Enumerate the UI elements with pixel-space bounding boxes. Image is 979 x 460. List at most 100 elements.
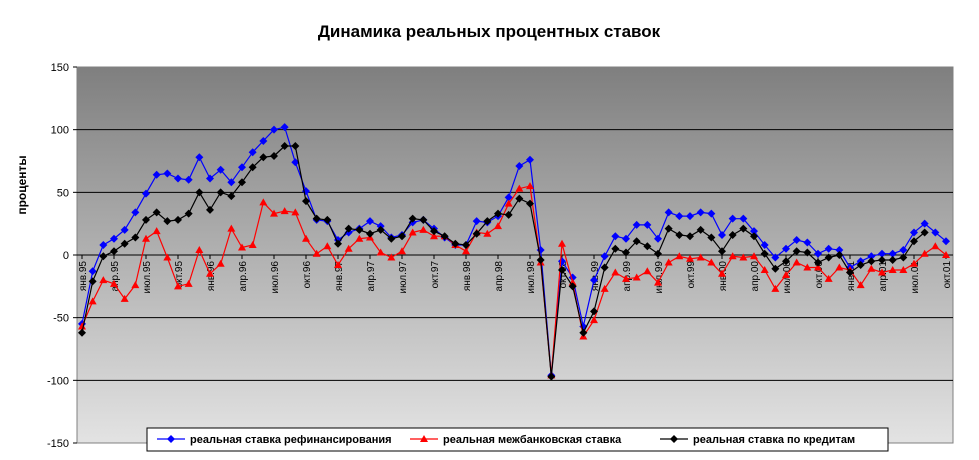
data-point xyxy=(227,224,236,232)
x-tick-label: июл.98 xyxy=(526,261,537,294)
y-axis-ticks: 150 100 50 0 -50 -100 -150 xyxy=(47,62,77,450)
data-point xyxy=(419,225,428,233)
x-tick-label: апр.97 xyxy=(366,261,377,292)
legend-marker xyxy=(167,435,175,443)
x-tick-label: апр.00 xyxy=(750,261,761,292)
data-point xyxy=(451,239,460,248)
data-point xyxy=(643,267,652,275)
data-point xyxy=(686,212,694,221)
data-point xyxy=(376,248,385,256)
data-point xyxy=(259,153,268,162)
data-point xyxy=(622,248,630,257)
data-point xyxy=(131,281,140,289)
data-point xyxy=(718,269,726,277)
data-point xyxy=(899,245,908,254)
x-tick-label: окт.99 xyxy=(686,261,697,289)
data-point xyxy=(920,219,929,228)
data-point xyxy=(472,229,481,238)
data-point xyxy=(835,263,844,271)
data-point xyxy=(899,266,908,274)
data-point xyxy=(184,175,193,184)
data-point xyxy=(696,225,705,234)
data-point xyxy=(782,271,790,279)
data-point xyxy=(440,232,449,241)
data-point xyxy=(110,234,118,243)
data-point xyxy=(312,214,321,223)
data-point xyxy=(814,258,822,267)
data-point xyxy=(270,125,278,134)
data-point xyxy=(643,220,652,229)
y-tick-label: -150 xyxy=(47,438,69,450)
data-point xyxy=(280,207,289,215)
data-point xyxy=(526,199,534,208)
legend-marker xyxy=(420,435,428,442)
series-line xyxy=(81,185,947,376)
data-point xyxy=(99,276,108,284)
data-point xyxy=(120,225,129,234)
data-point xyxy=(867,264,876,272)
data-point xyxy=(184,279,193,287)
data-point xyxy=(398,247,406,255)
data-point xyxy=(366,229,374,238)
data-point xyxy=(515,184,524,192)
data-point xyxy=(888,249,897,258)
data-point xyxy=(590,307,598,316)
data-point xyxy=(323,242,332,250)
data-point xyxy=(174,215,182,224)
legend-box xyxy=(146,427,889,452)
legend-label: реальная межбанковская ставка xyxy=(443,434,622,446)
chart-title: Динамика реальных процентных ставок xyxy=(318,22,661,41)
data-point xyxy=(174,282,182,290)
data-point xyxy=(195,188,204,197)
data-point xyxy=(238,163,246,172)
x-tick-label: июл.97 xyxy=(398,261,409,294)
data-point xyxy=(88,277,97,286)
data-point xyxy=(163,253,172,261)
data-point xyxy=(88,297,97,305)
x-tick-label: апр.98 xyxy=(494,261,505,292)
data-point xyxy=(888,266,897,274)
data-point xyxy=(686,232,694,241)
data-point xyxy=(760,249,769,258)
legend-label: реальная ставка рефинансирования xyxy=(190,434,392,446)
data-point xyxy=(494,222,502,230)
data-point xyxy=(654,249,662,258)
data-point xyxy=(312,249,321,257)
x-tick-label: июл.95 xyxy=(142,261,153,294)
data-point xyxy=(707,209,716,218)
data-point xyxy=(750,252,758,260)
data-point xyxy=(238,178,246,187)
data-point xyxy=(803,238,812,247)
data-point xyxy=(696,208,705,217)
data-point xyxy=(376,225,385,234)
data-point xyxy=(654,278,662,286)
data-point xyxy=(344,224,353,233)
data-point xyxy=(878,249,886,258)
data-point xyxy=(931,242,940,250)
x-tick-label: июл.01 xyxy=(910,261,921,294)
data-point xyxy=(504,193,513,202)
data-point xyxy=(78,322,86,330)
data-point xyxy=(760,266,769,274)
data-point xyxy=(515,194,524,203)
data-point xyxy=(238,243,246,251)
data-point xyxy=(227,178,236,187)
x-tick-label: апр.99 xyxy=(622,261,633,292)
data-point xyxy=(824,244,833,253)
data-point xyxy=(259,136,268,145)
data-point xyxy=(99,240,108,249)
data-point xyxy=(750,232,758,241)
legend-item: реальная ставка рефинансирования xyxy=(157,434,392,446)
data-point xyxy=(942,251,950,258)
x-tick-label: окт.96 xyxy=(302,261,313,289)
data-point xyxy=(600,252,609,261)
data-point xyxy=(174,174,182,183)
data-point xyxy=(558,266,566,275)
data-point xyxy=(867,252,876,261)
data-point xyxy=(366,217,374,226)
y-axis-label: проценты xyxy=(15,155,29,214)
data-point xyxy=(622,234,630,243)
data-point xyxy=(739,253,748,261)
data-point xyxy=(718,247,726,256)
